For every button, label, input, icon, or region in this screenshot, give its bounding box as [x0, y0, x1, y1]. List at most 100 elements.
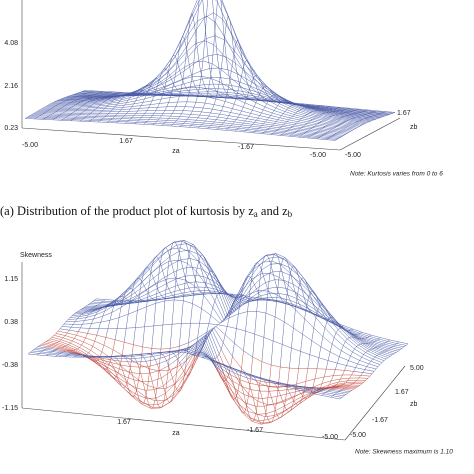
mesh-line — [220, 342, 224, 350]
mesh-line — [156, 88, 166, 92]
mesh-line — [180, 347, 191, 350]
mesh-line — [389, 354, 393, 357]
mesh-line — [367, 109, 377, 112]
mesh-line — [108, 370, 118, 378]
mesh-line — [392, 344, 395, 347]
mesh-line — [190, 123, 193, 126]
z-tick-label: -1.15 — [2, 405, 18, 412]
mesh-line — [267, 273, 271, 292]
mesh-line — [298, 390, 302, 394]
mesh-line — [322, 135, 332, 137]
mesh-line — [285, 386, 288, 390]
mesh-line — [123, 356, 126, 359]
mesh-line — [94, 359, 98, 363]
mesh-line — [290, 273, 300, 285]
mesh-line — [365, 352, 375, 358]
mesh-line — [288, 106, 291, 109]
mesh-line — [152, 295, 162, 299]
mesh-line — [359, 383, 363, 386]
mesh-line — [200, 254, 203, 257]
mesh-line — [248, 86, 251, 93]
mesh-line — [152, 254, 162, 264]
mesh-line — [334, 108, 345, 110]
mesh-line — [91, 360, 102, 368]
mesh-line — [88, 350, 91, 354]
mesh-line — [193, 78, 203, 82]
mesh-line — [251, 295, 261, 301]
mesh-line — [117, 377, 120, 383]
mesh-line — [158, 71, 169, 80]
mesh-line — [191, 244, 194, 246]
mesh-line — [64, 345, 67, 347]
mesh-line — [183, 371, 186, 375]
mesh-line — [265, 312, 276, 318]
mesh-line — [309, 136, 319, 138]
mesh-line — [307, 389, 311, 391]
mesh-line — [132, 282, 142, 292]
mesh-line — [164, 356, 167, 361]
mesh-line — [267, 288, 270, 294]
mesh-line — [230, 65, 233, 78]
mesh-line — [55, 354, 58, 357]
mesh-line — [106, 300, 117, 308]
mesh-line — [249, 417, 260, 422]
mesh-line — [315, 116, 326, 120]
mesh-line — [296, 381, 306, 385]
mesh-line — [152, 98, 162, 102]
mesh-line — [234, 343, 244, 351]
mesh-line — [166, 261, 170, 280]
mesh-line — [201, 308, 211, 316]
mesh-line — [132, 396, 142, 405]
mesh-line — [220, 363, 230, 368]
mesh-line — [269, 273, 280, 278]
mesh-line — [310, 292, 320, 306]
mesh-line — [334, 319, 345, 330]
mesh-line — [311, 327, 315, 341]
mesh-line — [262, 133, 272, 135]
mesh-line — [249, 89, 259, 93]
mesh-line — [354, 128, 357, 130]
mesh-line — [342, 116, 353, 119]
mesh-line — [258, 92, 268, 96]
mesh-line — [339, 113, 349, 116]
mesh-line — [95, 310, 105, 316]
mesh-line — [331, 109, 341, 111]
mesh-line — [303, 390, 313, 394]
mesh-line — [182, 241, 192, 246]
mesh-line — [257, 383, 261, 402]
mesh-line — [203, 276, 213, 281]
mesh-line — [331, 111, 341, 114]
mesh-line — [236, 95, 246, 97]
mesh-line — [76, 334, 86, 339]
mesh-line — [388, 348, 399, 352]
mesh-line — [302, 103, 312, 106]
mesh-line — [357, 338, 367, 344]
mesh-line — [241, 77, 251, 87]
mesh-line — [176, 118, 179, 122]
mesh-line — [210, 315, 221, 324]
mesh-line — [354, 348, 364, 355]
mesh-line — [77, 103, 87, 105]
mesh-line — [234, 388, 245, 395]
mesh-line — [393, 352, 397, 354]
mesh-line — [55, 330, 59, 334]
mesh-line — [230, 374, 241, 380]
mesh-line — [361, 381, 365, 384]
mesh-line — [281, 115, 291, 119]
mesh-line — [364, 110, 374, 113]
note: Note: Kurtosis varies from 0 to 6 — [350, 171, 443, 178]
mesh-line — [290, 384, 301, 387]
mesh-line — [189, 245, 192, 252]
mesh-line — [292, 114, 295, 117]
mesh-line — [179, 126, 190, 128]
mesh-line — [313, 387, 323, 389]
mesh-line — [342, 370, 345, 376]
mesh-line — [308, 128, 312, 131]
mesh-line — [179, 241, 183, 248]
mesh-line — [122, 290, 133, 300]
mesh-line — [344, 365, 347, 371]
mesh-line — [368, 121, 371, 123]
mesh-line — [114, 328, 118, 340]
mesh-line — [215, 1, 218, 23]
mesh-line — [160, 324, 164, 350]
